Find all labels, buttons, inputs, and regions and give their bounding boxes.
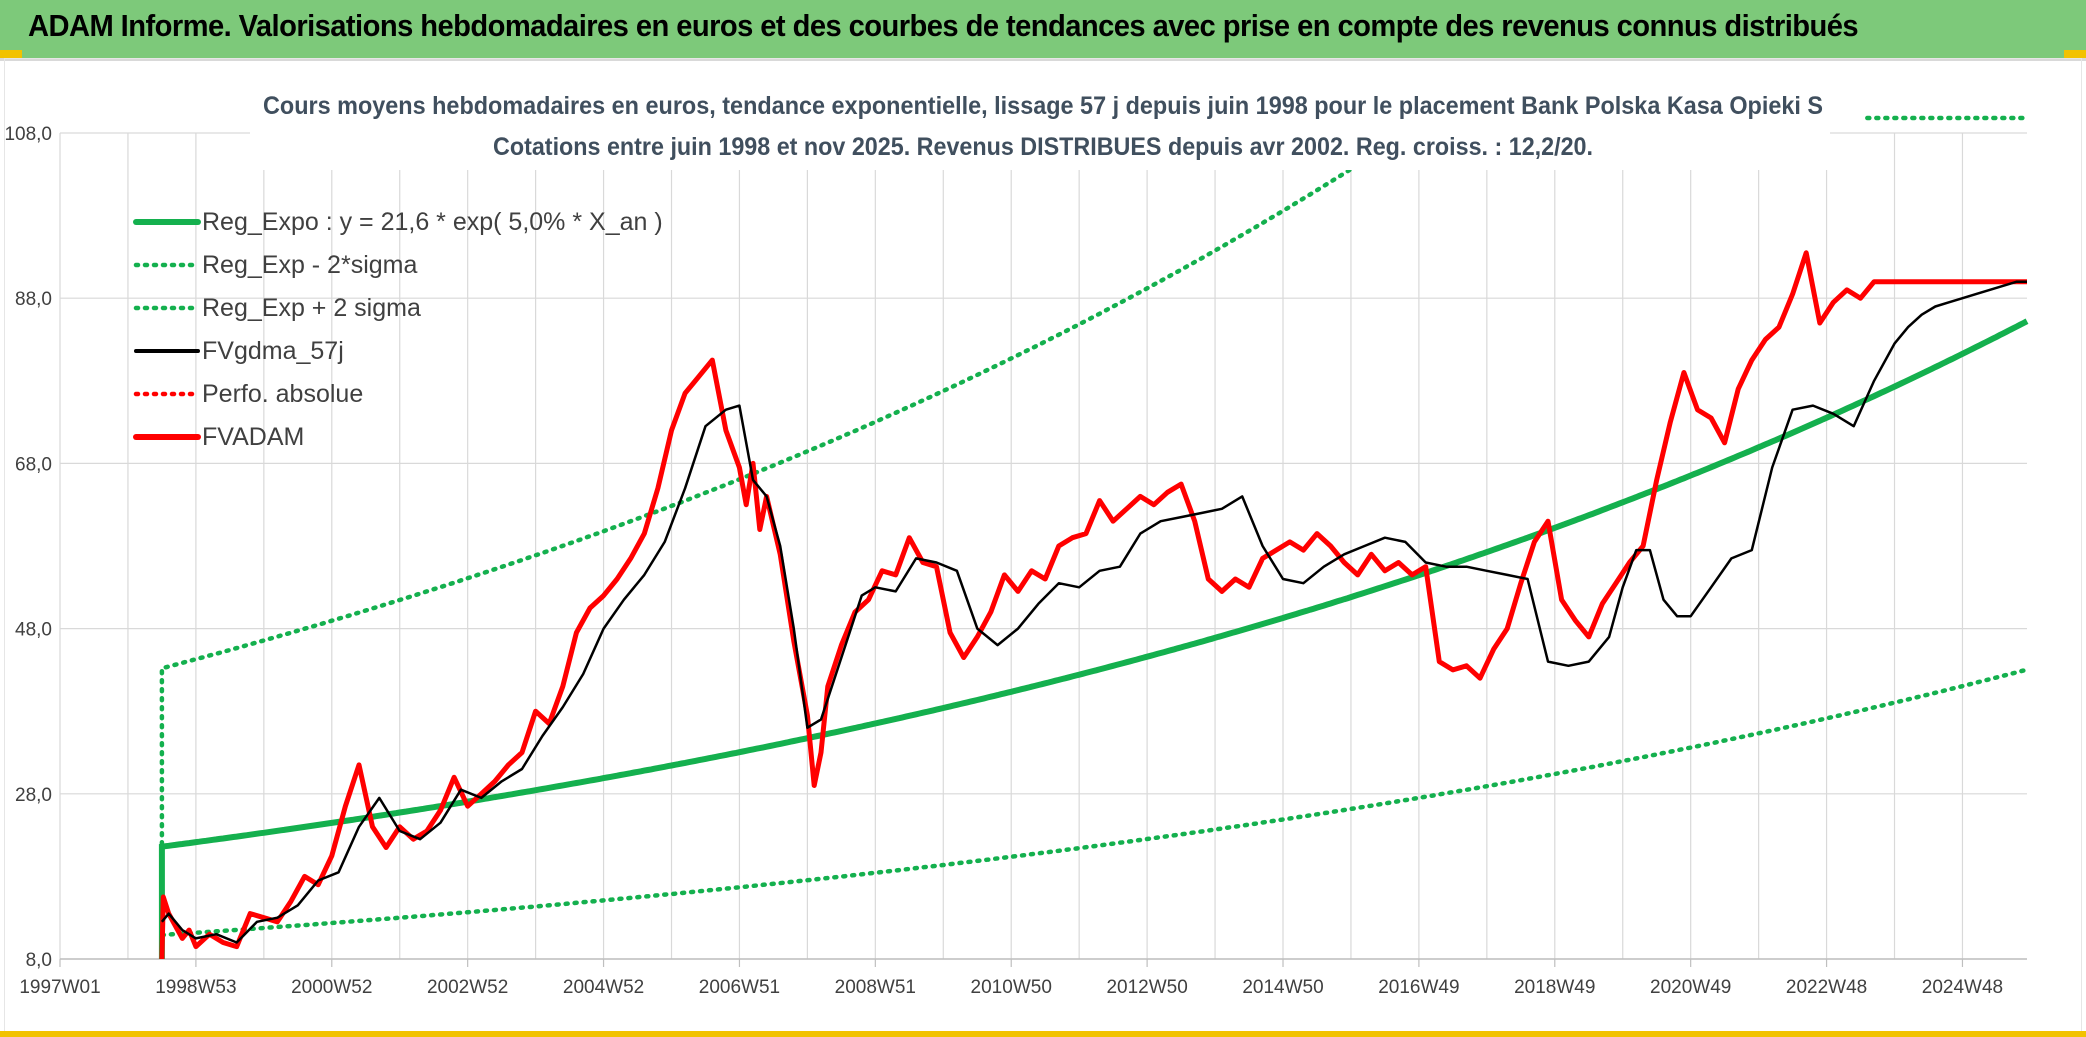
x-tick-label: 2014W50 [1242, 977, 1323, 998]
series-layer [158, 115, 2030, 960]
fvadam-line [159, 250, 2027, 960]
x-tick-label: 2006W51 [699, 977, 780, 998]
corner-mark-left [0, 50, 22, 58]
bottom-accent-strip [0, 1031, 2086, 1037]
y-tick-label: 108,0 [4, 124, 52, 145]
axes: 8,0 28,0 48,0 68,0 88,0 108,0 1997W01 1998W53 20… [4, 124, 2027, 998]
y-tick-label: 28,0 [15, 785, 52, 806]
reg-upper-band [159, 131, 1408, 937]
legend-label: Perfo. absolue [202, 380, 363, 408]
reg-expo-line [158, 318, 2029, 960]
x-tick-label: 2022W48 [1786, 977, 1867, 998]
x-tick-label: 2016W49 [1378, 977, 1459, 998]
corner-mark-right [2064, 50, 2086, 58]
x-tick-label: 2018W49 [1514, 977, 1595, 998]
x-tick-label: 1997W01 [19, 977, 100, 998]
fvgdma-line [160, 280, 2027, 944]
x-tick-label: 2010W50 [971, 977, 1052, 998]
y-tick-label: 8,0 [26, 950, 52, 971]
chart-subtitle: Cotations entre juin 1998 et nov 2025. R… [493, 133, 1593, 161]
legend-label: Reg_Exp - 2*sigma [202, 251, 417, 279]
x-tick-label: 2012W50 [1106, 977, 1187, 998]
x-tick-label: 2008W51 [835, 977, 916, 998]
legend-label: FVADAM [202, 423, 304, 451]
chart-title: Cours moyens hebdomadaires en euros, ten… [263, 92, 1823, 120]
report-banner: ADAM Informe. Valorisations hebdomadaire… [0, 0, 2086, 61]
x-tick-label: 2004W52 [563, 977, 644, 998]
legend-label: FVgdma_57j [202, 337, 344, 365]
chart-titles: Cours moyens hebdomadaires en euros, ten… [250, 84, 1830, 170]
x-tick-label: 2024W48 [1922, 977, 2003, 998]
x-tick-label: 1998W53 [155, 977, 236, 998]
x-tick-label: 2000W52 [291, 977, 372, 998]
title-backdrop [250, 84, 1830, 170]
report-title: ADAM Informe. Valorisations hebdomadaire… [28, 8, 1859, 43]
y-tick-label: 68,0 [15, 454, 52, 475]
x-tick-label: 2002W52 [427, 977, 508, 998]
legend-label: Reg_Exp + 2 sigma [202, 294, 421, 322]
legend-label: Reg_Expo : y = 21,6 * exp( 5,0% * X_an ) [202, 208, 663, 236]
y-tick-label: 88,0 [15, 289, 52, 310]
y-tick-label: 48,0 [15, 620, 52, 641]
x-tick-label: 2020W49 [1650, 977, 1731, 998]
legend: Reg_Expo : y = 21,6 * exp( 5,0% * X_an )… [133, 208, 663, 451]
reg-lower-band [159, 667, 2030, 938]
